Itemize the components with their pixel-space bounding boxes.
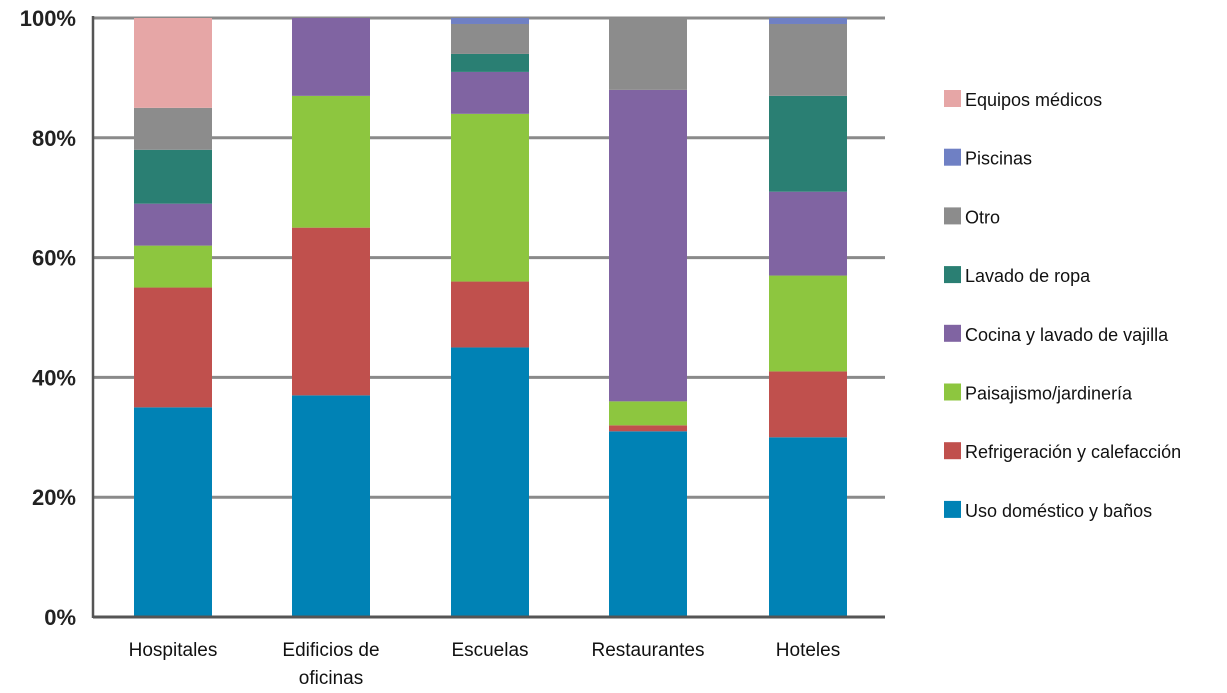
legend-swatch — [944, 442, 961, 460]
y-tick-label: 0% — [44, 605, 76, 630]
legend-swatch — [944, 500, 961, 518]
bar-segment — [451, 347, 529, 617]
legend-item: Paisajismo/jardinería — [944, 383, 1133, 404]
legend-swatch — [944, 207, 961, 225]
legend-swatch — [944, 324, 961, 342]
legend-label: Refrigeración y calefacción — [965, 442, 1181, 462]
legend: Equipos médicos Piscinas Otro Lavado de rop… — [944, 90, 1181, 521]
x-tick-label: Edificios de oficinas — [282, 640, 379, 689]
x-tick-label: Hospitales — [129, 640, 218, 661]
legend-item: Lavado de ropa — [944, 266, 1091, 286]
legend-item: Uso doméstico y baños — [944, 500, 1152, 521]
axes — [91, 16, 885, 619]
bar-segment — [609, 425, 687, 432]
bar-segment — [451, 71, 529, 114]
bar-segment — [769, 191, 847, 276]
legend-item: Otro — [944, 207, 1000, 227]
x-tick-label: Restaurantes — [591, 640, 704, 661]
bar-segment — [769, 275, 847, 372]
legend-label: Uso doméstico y baños — [965, 501, 1152, 521]
legend-item: Cocina y lavado de vajilla — [944, 324, 1169, 345]
legend-label: Lavado de ropa — [965, 266, 1091, 286]
legend-label: Equipos médicos — [965, 90, 1102, 110]
bar-segment — [451, 23, 529, 54]
bar-segment — [769, 371, 847, 438]
bar-segment — [134, 407, 212, 617]
x-tick-label: Hoteles — [776, 640, 840, 661]
bar-segment — [609, 18, 687, 90]
legend-label: Paisajismo/jardinería — [965, 384, 1133, 404]
bar-segment — [134, 149, 212, 204]
legend-item: Piscinas — [944, 148, 1032, 169]
bars — [134, 18, 847, 617]
legend-swatch — [944, 148, 961, 166]
y-tick-label: 20% — [32, 485, 76, 510]
legend-swatch — [944, 266, 961, 284]
bar-segment — [292, 395, 370, 617]
bar-segment — [769, 95, 847, 192]
bar-segment — [134, 287, 212, 408]
legend-item: Equipos médicos — [944, 90, 1102, 110]
bar-segment — [769, 437, 847, 617]
bar-segment — [609, 431, 687, 617]
bar-segment — [769, 23, 847, 96]
y-tick-label: 80% — [32, 126, 76, 151]
bar-segment — [451, 18, 529, 24]
legend-label: Cocina y lavado de vajilla — [965, 325, 1169, 345]
legend-item: Refrigeración y calefacción — [944, 442, 1181, 462]
legend-label: Piscinas — [965, 149, 1032, 169]
y-tick-label: 100% — [20, 6, 76, 31]
bar-segment — [609, 89, 687, 402]
bar-segment — [292, 18, 370, 96]
legend-label: Otro — [965, 207, 1000, 227]
bar-segment — [292, 95, 370, 228]
x-tick-labels: Hospitales Edificios de oficinas Escuelas Re… — [129, 640, 841, 689]
bar-segment — [134, 18, 212, 108]
legend-swatch — [944, 383, 961, 401]
bar-segment — [134, 203, 212, 246]
bar-segment — [451, 281, 529, 348]
bar-segment — [134, 245, 212, 288]
bar-segment — [451, 53, 529, 72]
bar-segment — [609, 401, 687, 426]
y-tick-label: 40% — [32, 365, 76, 390]
bar-segment — [134, 107, 212, 150]
y-tick-label: 60% — [32, 246, 76, 271]
y-tick-labels: 0% 20% 40% 60% 80% 100% — [20, 6, 76, 630]
bar-segment — [292, 227, 370, 396]
bar-segment — [451, 113, 529, 282]
x-tick-label: Escuelas — [451, 640, 528, 661]
legend-swatch — [944, 90, 961, 107]
bar-segment — [769, 18, 847, 24]
